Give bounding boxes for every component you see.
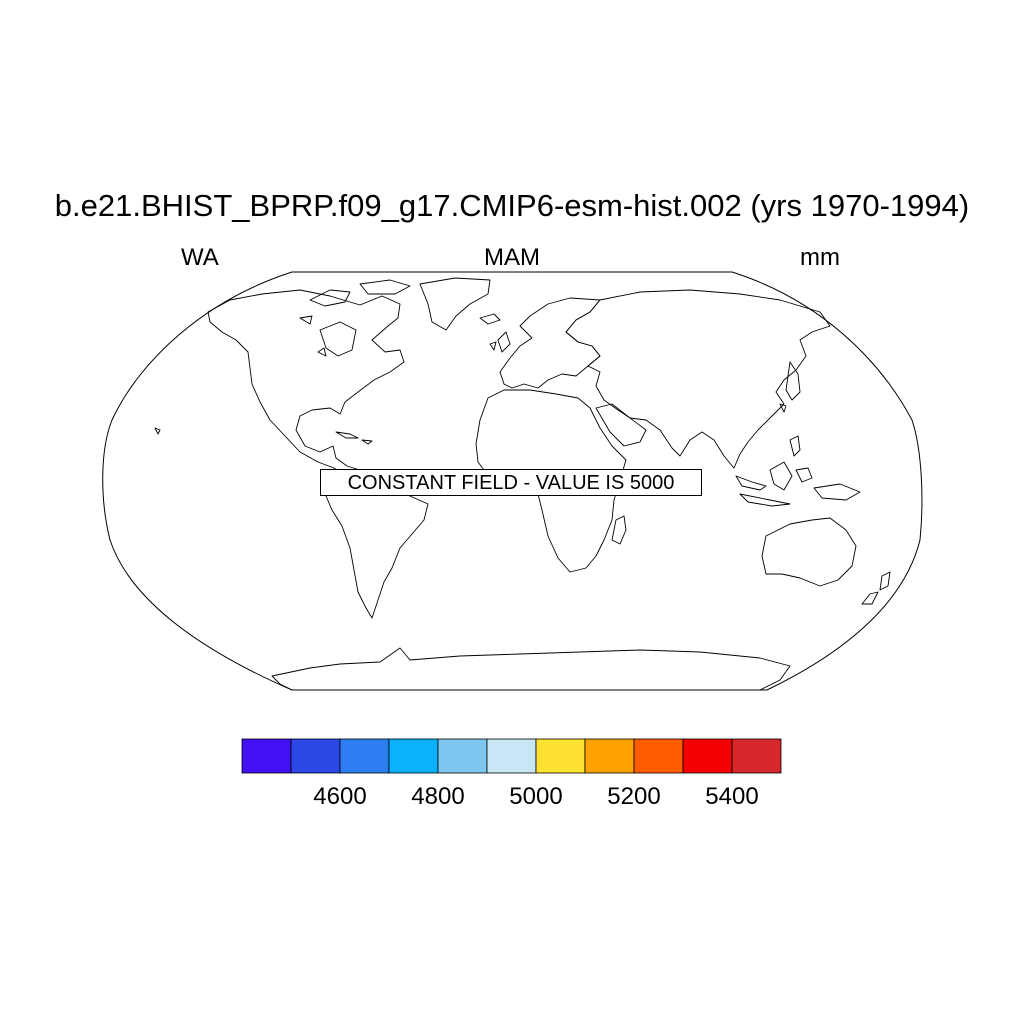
season-label: MAM xyxy=(484,244,540,271)
colorbar-box xyxy=(682,738,733,774)
arctic-islands-coastline xyxy=(299,279,411,357)
colorbar-box xyxy=(339,738,390,774)
australia-coastline xyxy=(761,517,857,587)
colorbar-box xyxy=(437,738,488,774)
constant-field-notice: CONSTANT FIELD - VALUE IS 5000 xyxy=(320,469,702,496)
variable-label: WA xyxy=(181,244,219,271)
colorbar-tick-labels: 4600 4800 5000 5200 5400 xyxy=(313,783,758,810)
colorbar-box xyxy=(241,738,292,774)
indonesia-coastline xyxy=(735,461,861,507)
colorbar-tick-label: 4600 xyxy=(313,783,366,810)
colorbar-box xyxy=(388,738,439,774)
units-label: mm xyxy=(800,244,840,271)
madagascar-coastline xyxy=(611,515,627,545)
plot-title: b.e21.BHIST_BPRP.f09_g17.CMIP6-esm-hist.… xyxy=(54,188,970,223)
colorbar-boxes xyxy=(241,738,782,774)
iceland-coastline xyxy=(479,313,501,325)
colorbar-tick-label: 5400 xyxy=(705,783,758,810)
japan-coastline xyxy=(779,361,801,413)
british-isles-coastline xyxy=(489,331,511,353)
north-america-coastline xyxy=(207,289,405,481)
caribbean-islands-coastline xyxy=(154,427,373,445)
colorbar-box xyxy=(535,738,586,774)
colorbar-tick-label: 4800 xyxy=(411,783,464,810)
colorbar-box xyxy=(633,738,684,774)
colorbar-box xyxy=(584,738,635,774)
colorbar-tick-label: 5000 xyxy=(509,783,562,810)
colorbar-box xyxy=(290,738,341,774)
philippines-coastline xyxy=(789,435,801,457)
hudson-bay-coastline xyxy=(319,321,357,357)
map-border xyxy=(102,271,923,691)
colorbar-box xyxy=(486,738,537,774)
antarctica-coastline xyxy=(271,647,791,691)
greenland-coastline xyxy=(419,277,491,331)
arabian-peninsula-coastline xyxy=(595,403,647,447)
colorbar-box xyxy=(731,738,782,774)
new-zealand-coastline xyxy=(861,571,891,605)
colorbar-tick-label: 5200 xyxy=(607,783,660,810)
asia-coastline xyxy=(565,289,831,469)
